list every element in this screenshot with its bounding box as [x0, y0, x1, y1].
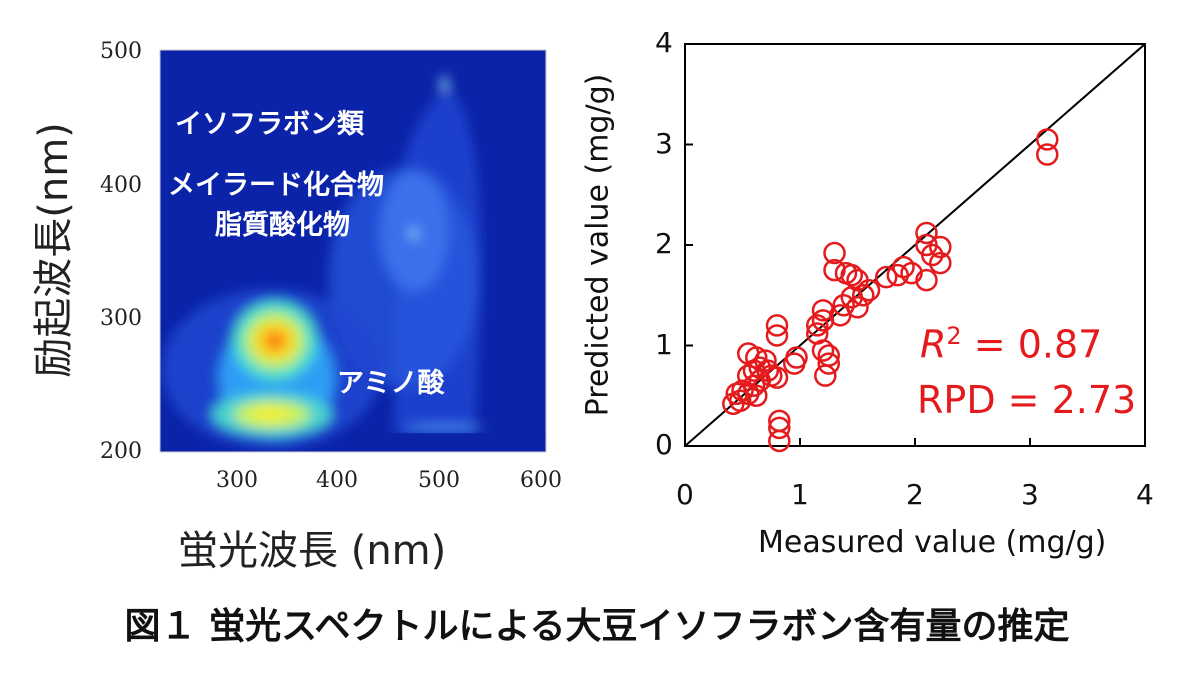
heatmap-ytick: 200 — [100, 439, 142, 464]
scatter-point — [915, 221, 938, 245]
scatter-point — [915, 268, 938, 292]
heatmap-intensity-field — [161, 76, 485, 449]
scatter-xtick: 2 — [906, 478, 924, 511]
scatter-point — [823, 241, 846, 265]
scatter-point — [722, 392, 745, 416]
scatter-xtick: 1 — [791, 478, 809, 511]
heatmap-peak-475 — [440, 76, 449, 91]
heatmap-chart: 500 400 300 200 300 400 500 600 励起波長(nm)… — [0, 0, 600, 590]
scatter-point — [1036, 143, 1059, 166]
scatter-point — [811, 309, 835, 332]
annotation-amino-acid: アミノ酸 — [337, 368, 445, 399]
heatmap-ytick: 500 — [100, 39, 142, 64]
r2-symbol: R — [920, 322, 947, 367]
scatter-point — [811, 299, 835, 322]
scatter-point — [832, 294, 855, 317]
scatter-ytick: 2 — [655, 227, 673, 260]
scatter-point — [768, 429, 791, 453]
figure-caption: 図１ 蛍光スペクトルによる大豆イソフラボン含有量の推定 — [124, 606, 1070, 647]
scatter-point — [765, 324, 789, 347]
heatmap-xtick: 600 — [520, 468, 562, 493]
r2-value: = 0.87 — [973, 322, 1103, 367]
scatter-point — [765, 366, 789, 389]
heatmap-cutoff-region — [347, 433, 546, 451]
scatter-point — [921, 243, 944, 267]
heatmap-peak-283-core — [264, 331, 285, 350]
r2-annotation: R2 = 0.87 — [920, 322, 1102, 367]
scatter-point — [745, 384, 768, 407]
scatter-point — [745, 346, 768, 369]
scatter-point — [886, 263, 909, 287]
heatmap-ylabel: 励起波長(nm) — [31, 122, 77, 378]
heatmap-frame — [159, 49, 547, 453]
scatter-point — [768, 416, 791, 440]
scatter-xtick: 0 — [676, 478, 694, 511]
scatter-xlabel: Measured value (mg/g) — [758, 525, 1107, 560]
heatmap-band-218 — [404, 424, 485, 431]
scatter-point — [852, 284, 875, 307]
scatter-point — [806, 314, 829, 337]
heatmap-xtick: 300 — [216, 468, 258, 493]
scatter-ytick: 3 — [655, 127, 673, 160]
heatmap-peak-228-core — [249, 406, 290, 423]
scatter-ytick: 0 — [655, 428, 673, 461]
scatter-ytick: 1 — [655, 328, 673, 361]
scatter-point — [875, 265, 898, 289]
heatmap-xtick: 500 — [418, 468, 460, 493]
scatter-point — [765, 314, 789, 337]
annotation-isoflavone: イソフラボン類 — [175, 109, 364, 140]
heatmap-xlabel: 蛍光波長 (nm) — [178, 528, 447, 574]
scatter-point — [814, 364, 837, 387]
heatmap-plot — [159, 49, 547, 453]
heatmap-ytick: 400 — [100, 173, 142, 198]
scatter-point — [783, 352, 806, 375]
rpd-annotation: RPD = 2.73 — [917, 378, 1137, 422]
heatmap-peak-363 — [409, 228, 418, 239]
r2-exponent: 2 — [946, 322, 962, 350]
scatter-xtick: 3 — [1021, 478, 1039, 511]
scatter-point — [840, 263, 863, 287]
scatter-xtick: 4 — [1136, 478, 1154, 511]
scatter-point — [817, 352, 840, 375]
scatter-point — [1036, 128, 1059, 151]
scatter-point — [811, 339, 835, 362]
scatter-plot — [684, 43, 1146, 453]
heatmap-xtick: 400 — [316, 468, 358, 493]
scatter-ylabel: Predicted value (mg/g) — [580, 73, 616, 417]
annotation-lipid-oxide: 脂質酸化物 — [215, 210, 350, 241]
scatter-chart: 4 3 2 1 0 0 1 2 3 4 Predicted value (mg/… — [560, 0, 1194, 590]
scatter-point — [929, 235, 952, 259]
heatmap-ytick: 300 — [100, 306, 142, 331]
annotation-maillard: メイラード化合物 — [168, 170, 384, 201]
scatter-ytick: 4 — [655, 26, 673, 59]
scatter-point — [748, 369, 771, 392]
scatter-point — [929, 251, 952, 275]
